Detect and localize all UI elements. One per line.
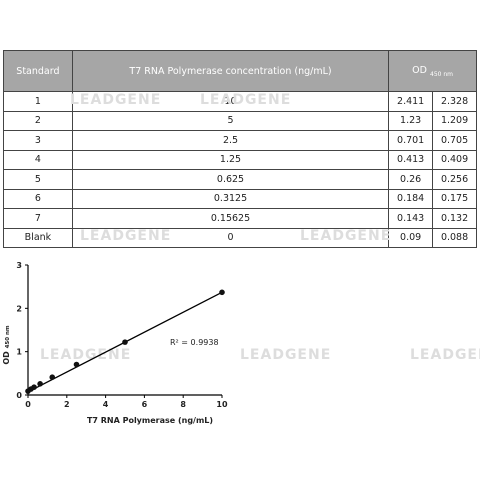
cell: 1.25 bbox=[71, 149, 390, 170]
cell: 2.328 bbox=[432, 91, 477, 112]
cell: 0.705 bbox=[432, 130, 477, 151]
row: 2 5 1.23 1.209 bbox=[3, 110, 477, 131]
header: OD 450 nm bbox=[388, 50, 477, 92]
row: 3 2.5 0.701 0.705 bbox=[3, 130, 477, 151]
cell: 0.409 bbox=[432, 149, 477, 170]
row: 4 1.25 0.413 0.409 bbox=[3, 149, 477, 170]
x-tick-label: 6 bbox=[142, 400, 148, 409]
annotation: R² = 0.9938 bbox=[170, 338, 219, 347]
cell: 1.209 bbox=[432, 110, 477, 131]
point bbox=[37, 381, 43, 387]
cell: 0.413 bbox=[388, 149, 434, 170]
y-tick-label: 2 bbox=[16, 304, 22, 313]
cell: 0.132 bbox=[432, 208, 477, 229]
cell: 1.23 bbox=[388, 110, 434, 131]
cell: 0.26 bbox=[388, 169, 434, 190]
row: Blank 0 0.09 0.088 bbox=[3, 227, 477, 248]
x-tick-label: 4 bbox=[103, 400, 109, 409]
cell: 2.5 bbox=[71, 130, 390, 151]
y-tick-label: 0 bbox=[16, 391, 22, 400]
point bbox=[219, 289, 225, 296]
point bbox=[49, 374, 56, 380]
row: 5 0.625 0.26 0.256 bbox=[3, 169, 477, 190]
cell: 2 bbox=[3, 110, 73, 131]
cell: 0.143 bbox=[388, 208, 434, 229]
cell: 2.411 bbox=[388, 91, 434, 112]
row: 6 0.3125 0.184 0.175 bbox=[3, 188, 477, 209]
cell: 5 bbox=[3, 169, 73, 190]
y-tick-label: 1 bbox=[16, 348, 22, 357]
point bbox=[25, 388, 31, 394]
header: OD bbox=[412, 64, 427, 76]
x-tick-label: 0 bbox=[25, 400, 31, 409]
cell: 5 bbox=[71, 110, 390, 131]
cell: 6 bbox=[3, 188, 73, 209]
row: 7 0.15625 0.143 0.132 bbox=[3, 208, 477, 229]
cell: 7 bbox=[3, 208, 73, 229]
x-tick-label: 2 bbox=[64, 400, 70, 409]
y-label-sub: 450 nm bbox=[5, 325, 11, 348]
header: T7 RNA Polymerase concentration (ng/mL) bbox=[71, 50, 390, 92]
header: Standard bbox=[3, 50, 73, 92]
cell: 10 bbox=[71, 91, 390, 112]
cell: 0.184 bbox=[388, 188, 434, 209]
cell: 0.09 bbox=[388, 227, 434, 248]
cell: 0.625 bbox=[71, 169, 390, 190]
cell: 0.701 bbox=[388, 130, 434, 151]
chart: T7 RNA Polymerase (ng/mL) OD 450 nm R² =… bbox=[2, 261, 228, 425]
x-tick-label: 8 bbox=[180, 400, 186, 409]
cell: 4 bbox=[3, 149, 73, 170]
cell: 0.3125 bbox=[71, 188, 390, 209]
cell: 1 bbox=[3, 91, 73, 112]
x-tick-label: 10 bbox=[216, 400, 228, 409]
cell: 3 bbox=[3, 130, 73, 151]
y-tick-label: 3 bbox=[16, 261, 22, 270]
cell: 0.088 bbox=[432, 227, 477, 248]
row: 1 10 2.411 2.328 bbox=[3, 91, 477, 112]
x-label: T7 RNA Polymerase (ng/mL) bbox=[87, 416, 213, 425]
cell: Blank bbox=[3, 227, 73, 248]
cell: 0.175 bbox=[432, 188, 477, 209]
point bbox=[73, 361, 80, 368]
header-sub: 450 nm bbox=[430, 70, 454, 78]
y-label: OD 450 nm bbox=[2, 325, 11, 365]
standard-table: Standard T7 RNA Polymerase concentration… bbox=[3, 50, 477, 248]
cell: 0.15625 bbox=[71, 208, 390, 229]
point bbox=[122, 339, 128, 345]
cell: 0 bbox=[71, 227, 390, 248]
y-label: OD bbox=[2, 351, 11, 365]
cell: 0.256 bbox=[432, 169, 477, 190]
